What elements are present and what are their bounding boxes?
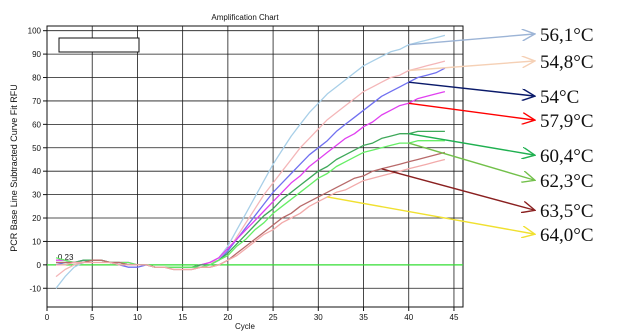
temperature-annotation: 54,8°C [540,52,594,73]
annotation-arrow [381,168,534,210]
y-axis-label: PCR Base Line Subtracted Curve Fit RFU [9,84,19,252]
y-tick-label: 60 [32,120,41,129]
chart-title: Amplification Chart [211,13,279,22]
y-tick-label: 80 [32,74,41,83]
annotation-arrow [408,102,534,120]
x-tick-label: 45 [450,313,459,322]
annotation-arrow [408,133,534,155]
plot-frame [46,25,464,308]
temperature-annotation: 63,5°C [540,201,594,222]
x-tick-label: 35 [359,313,368,322]
x-tick-label: 40 [404,313,413,322]
x-tick-label: 20 [223,313,232,322]
y-tick-label: 30 [32,191,41,200]
threshold-layer: 0.23 [47,253,463,266]
y-tick-label: 20 [32,214,41,223]
temperature-annotation: 64,0°C [540,225,594,246]
y-tick-label: 40 [32,167,41,176]
threshold-label: 0.23 [58,253,74,262]
y-tick-label: 90 [32,50,41,59]
temperature-annotation: 56,1°C [540,25,594,46]
y-tick-label: 70 [32,97,41,106]
x-tick-label: 10 [133,313,142,322]
legend-box [58,37,140,53]
series-layer [55,34,446,289]
tick-layer: 0 5 10 15 20 25 30 35 40 45 -10 0 10 20 30 40 50 60 70 80 90… [28,27,459,322]
y-tick-label: -10 [29,284,41,293]
x-tick-label: 0 [45,313,50,322]
annotation-arrow [408,81,534,96]
x-tick-label: 15 [178,313,187,322]
series-line [56,151,446,271]
temperature-annotation: 62,3°C [540,171,594,192]
temperature-annotation: 60,4°C [540,146,594,167]
annotation-arrow [408,61,534,72]
y-tick-label: 0 [37,261,42,270]
annotation-arrow [408,142,534,180]
temperature-annotation: 57,9°C [540,111,594,132]
x-tick-label: 25 [269,313,278,322]
x-axis-label: Cycle [235,322,256,331]
x-tick-label: 5 [90,313,95,322]
x-tick-label: 30 [314,313,323,322]
annotation-arrow [408,34,534,46]
y-tick-label: 100 [28,27,42,36]
y-tick-label: 50 [32,144,41,153]
annotation-layer: 56,1°C 54,8°C 54°C 57,9°C 60,4°C 62,3°C 63,5°C… [327,25,594,246]
annotation-arrow [327,196,534,234]
y-tick-label: 10 [32,237,41,246]
series-line [56,158,446,271]
temperature-annotation: 54°C [540,87,579,108]
